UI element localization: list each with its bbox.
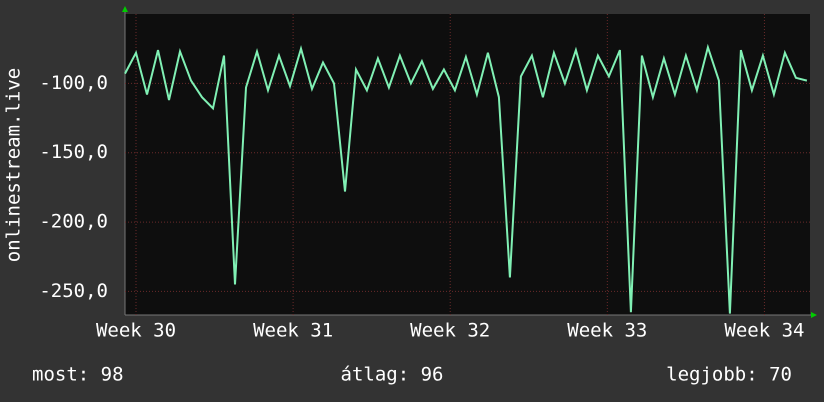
footer-best: legjobb: 70 [666, 364, 792, 386]
y-tick-label: -150,0 [39, 141, 108, 163]
y-tick-label: -200,0 [39, 211, 108, 233]
footer-average: átlag: 96 [341, 364, 444, 386]
x-arrow [811, 312, 817, 318]
x-tick-label: Week 33 [567, 320, 647, 342]
x-tick-label: Week 34 [724, 320, 804, 342]
data-line [124, 43, 808, 314]
x-tick-label: Week 30 [96, 320, 176, 342]
footer-current: most: 98 [32, 364, 124, 386]
y-tick-label: -100,0 [39, 72, 108, 94]
x-tick-label: Week 31 [253, 320, 333, 342]
y-axis-label: onlinestream.live [3, 68, 25, 262]
x-tick-label: Week 32 [410, 320, 490, 342]
y-tick-label: -250,0 [39, 280, 108, 302]
y-arrow [122, 6, 128, 12]
